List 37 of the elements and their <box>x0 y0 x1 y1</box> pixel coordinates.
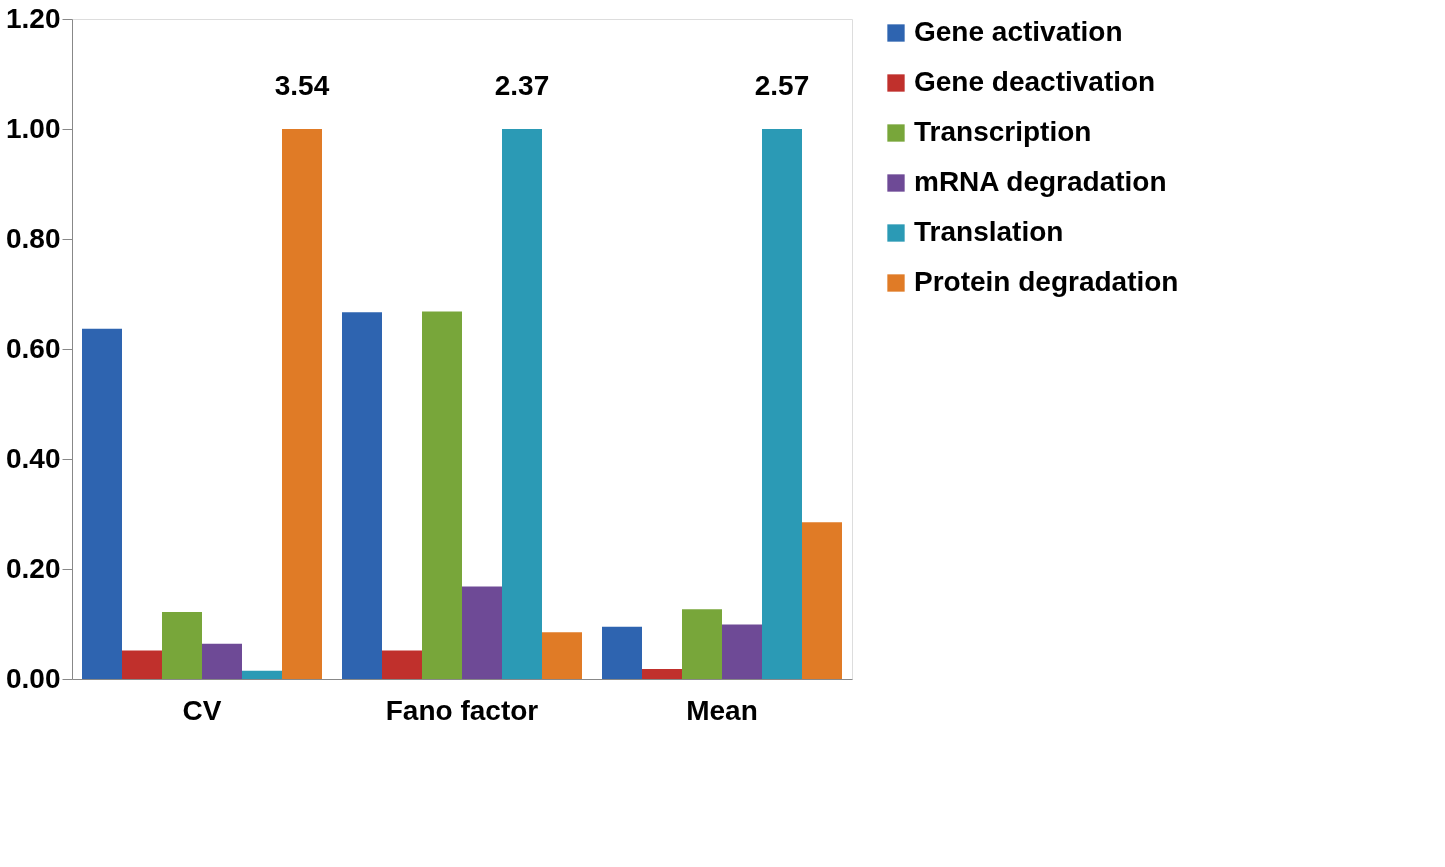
bar <box>342 312 382 679</box>
y-tick-label: 0.40 <box>6 442 61 474</box>
bar <box>542 632 582 679</box>
bar <box>122 650 162 679</box>
bar <box>162 611 202 679</box>
legend-label: Translation <box>914 216 1064 247</box>
legend-label: Transcription <box>914 116 1092 147</box>
legend-label: Gene activation <box>914 16 1123 47</box>
legend-label: mRNA degradation <box>914 166 1167 197</box>
bar <box>642 669 682 679</box>
x-tick-label: Mean <box>686 694 758 726</box>
legend-label: Gene deactivation <box>914 66 1156 97</box>
bar <box>422 311 462 679</box>
y-tick-label: 0.60 <box>6 332 61 364</box>
bar <box>682 609 722 679</box>
y-tick-label: 1.00 <box>6 112 61 144</box>
bar <box>242 670 282 679</box>
y-tick-label: 1.20 <box>6 2 61 34</box>
bar <box>282 129 322 679</box>
y-tick-label: 0.20 <box>6 552 61 584</box>
bar <box>382 650 422 679</box>
annotation: 2.57 <box>754 70 810 101</box>
bar <box>802 522 842 679</box>
bar <box>602 626 642 679</box>
bar <box>762 129 802 679</box>
annotation: 3.54 <box>274 70 330 101</box>
bar <box>202 643 242 679</box>
x-tick-label: CV <box>182 694 222 726</box>
annotation: 2.37 <box>494 70 550 101</box>
x-tick-label: Fano factor <box>385 694 539 726</box>
y-tick-label: 0.80 <box>6 222 61 254</box>
bar <box>502 129 542 679</box>
y-tick-label: 0.00 <box>6 662 61 694</box>
legend-label: Protein degradation <box>914 266 1179 297</box>
bar <box>722 624 762 679</box>
bar <box>82 328 122 679</box>
bar <box>462 586 502 679</box>
